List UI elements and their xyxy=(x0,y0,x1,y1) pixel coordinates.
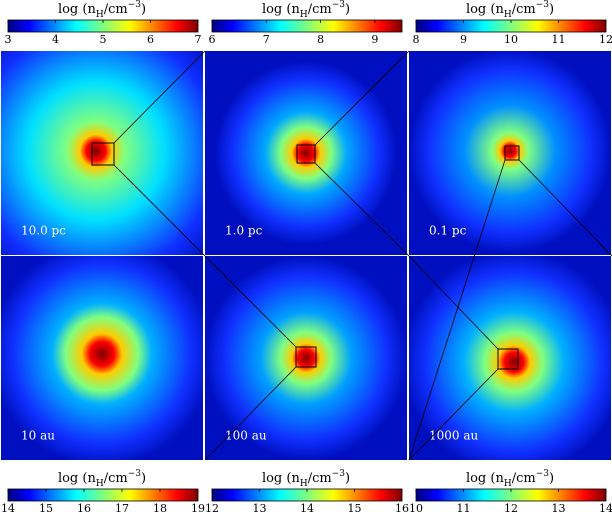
colorbar-tick-label: 15 xyxy=(39,502,53,512)
colorbar-tick-label: 13 xyxy=(253,502,267,512)
colorbar-tick-label: 6 xyxy=(209,33,216,46)
density-map xyxy=(1,256,203,460)
zoom-line xyxy=(204,366,297,461)
colorbar-tick-label: 10 xyxy=(409,502,423,512)
colorbar-tick-label: 7 xyxy=(263,33,270,46)
label-part: H xyxy=(96,479,104,489)
colorbar-tick-label: 8 xyxy=(413,33,420,46)
density-map xyxy=(409,51,611,255)
label-part: −3 xyxy=(536,469,550,479)
colorbar-tick-label: 18 xyxy=(153,502,167,512)
zoom-line xyxy=(518,159,612,257)
zoom-line xyxy=(408,159,506,461)
scale-label: 0.1 pc xyxy=(429,224,467,238)
colorbar-tick-label: 12 xyxy=(504,502,518,512)
label-part: /cm xyxy=(512,471,536,486)
label-part: H xyxy=(300,479,308,489)
colorbar-tick-label: 14 xyxy=(300,502,314,512)
zoom-box xyxy=(295,346,317,368)
zoom-box xyxy=(504,145,520,161)
colorbar-tick-label: 12 xyxy=(599,33,612,46)
label-part: −3 xyxy=(536,0,550,10)
colorbar-tick-label: 11 xyxy=(457,502,471,512)
colorbar-tick-label: 9 xyxy=(371,33,378,46)
label-part: log (n xyxy=(466,471,505,486)
zoom-line xyxy=(314,50,410,146)
zoom-box xyxy=(296,144,316,164)
density-map xyxy=(1,51,203,255)
label-part: H xyxy=(504,479,512,489)
label-part: /cm xyxy=(104,2,128,17)
label-part: log (n xyxy=(262,2,301,17)
label-part: H xyxy=(300,10,308,20)
zoom-box xyxy=(91,142,115,166)
colorbar-tick-label: 15 xyxy=(348,502,362,512)
label-part: ) xyxy=(345,2,350,17)
colorbar-label: log (nH/cm−3) xyxy=(262,0,350,20)
label-part: ) xyxy=(141,471,146,486)
colorbar xyxy=(7,488,199,502)
colorbar-tick-label: 7 xyxy=(195,33,202,46)
scale-label: 10 au xyxy=(21,429,55,443)
label-part: log (n xyxy=(58,471,97,486)
zoom-line xyxy=(314,162,410,257)
label-part: /cm xyxy=(512,2,536,17)
label-part: H xyxy=(504,10,512,20)
label-part: −3 xyxy=(128,469,142,479)
colorbar xyxy=(211,19,403,33)
colorbar-label: log (nH/cm−3) xyxy=(466,469,554,489)
colorbar-tick-label: 16 xyxy=(77,502,91,512)
label-part: log (n xyxy=(262,471,301,486)
label-part: H xyxy=(96,10,104,20)
scale-label: 10.0 pc xyxy=(21,224,66,238)
colorbar-tick-label: 5 xyxy=(100,33,107,46)
label-part: /cm xyxy=(308,471,332,486)
colorbar-tick-label: 17 xyxy=(115,502,129,512)
scale-label: 1.0 pc xyxy=(225,224,263,238)
zoom-box xyxy=(497,348,519,370)
colorbar-tick-label: 8 xyxy=(317,33,324,46)
colorbar-label: log (nH/cm−3) xyxy=(262,469,350,489)
colorbar-tick-label: 16 xyxy=(395,502,409,512)
label-part: ) xyxy=(141,2,146,17)
label-part: /cm xyxy=(104,471,128,486)
zoom-line xyxy=(113,50,206,144)
colorbar-tick-label: 6 xyxy=(147,33,154,46)
label-part: log (n xyxy=(466,2,505,17)
colorbar-tick-label: 14 xyxy=(599,502,612,512)
label-part: /cm xyxy=(308,2,332,17)
label-part: ) xyxy=(549,2,554,17)
label-part: −3 xyxy=(332,469,346,479)
colorbar-tick-label: 14 xyxy=(1,502,15,512)
zoom-line xyxy=(408,255,499,350)
zoom-line xyxy=(204,255,297,348)
zoom-line xyxy=(408,368,499,461)
scale-label: 1000 au xyxy=(429,429,479,443)
scale-label: 100 au xyxy=(225,429,267,443)
colorbar-tick-label: 4 xyxy=(52,33,59,46)
colorbar-label: log (nH/cm−3) xyxy=(58,0,146,20)
colorbar-tick-label: 3 xyxy=(5,33,12,46)
colorbar-tick-label: 10 xyxy=(504,33,518,46)
colorbar-tick-label: 11 xyxy=(552,33,566,46)
colorbar-label: log (nH/cm−3) xyxy=(466,0,554,20)
zoom-line xyxy=(113,164,206,257)
label-part: −3 xyxy=(332,0,346,10)
label-part: log (n xyxy=(58,2,97,17)
colorbar-tick-label: 13 xyxy=(552,502,566,512)
colorbar-tick-label: 12 xyxy=(205,502,219,512)
colorbar-tick-label: 19 xyxy=(191,502,205,512)
label-part: ) xyxy=(345,471,350,486)
colorbar-tick-label: 9 xyxy=(460,33,467,46)
label-part: −3 xyxy=(128,0,142,10)
label-part: ) xyxy=(549,471,554,486)
colorbar-label: log (nH/cm−3) xyxy=(58,469,146,489)
